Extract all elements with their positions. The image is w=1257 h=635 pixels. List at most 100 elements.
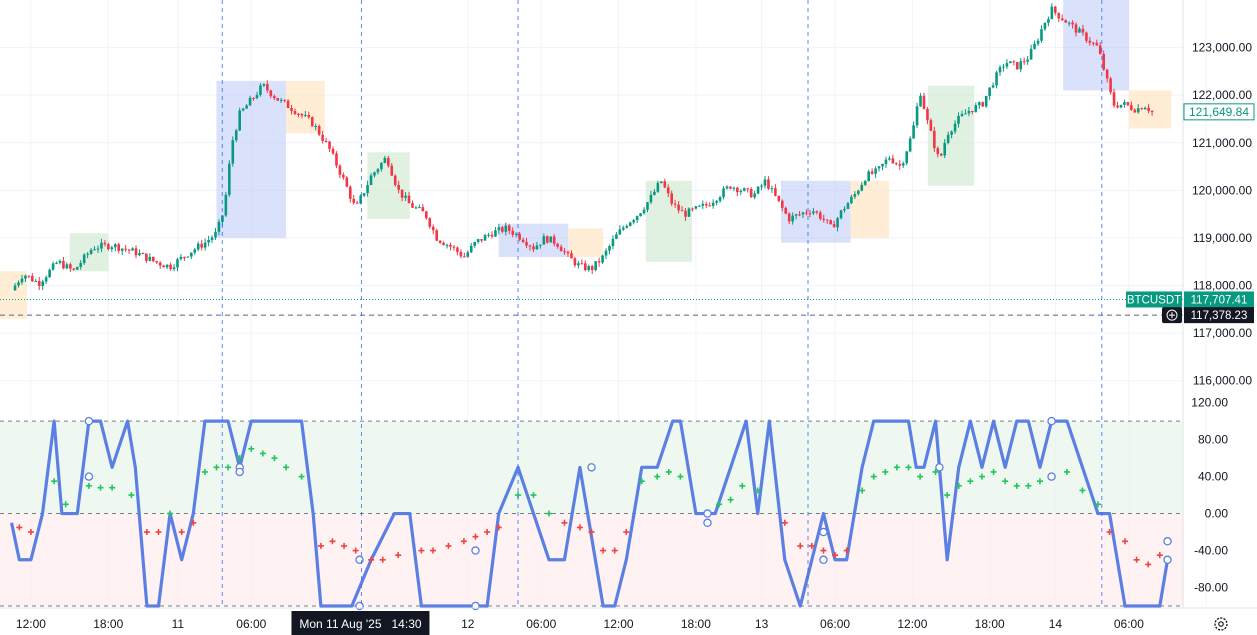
candle-body — [881, 163, 884, 167]
candle-body — [190, 252, 193, 257]
candle-body — [310, 117, 314, 127]
candle-body — [134, 248, 138, 256]
time-tick-label: 12:00 — [604, 617, 634, 631]
time-tick-label: 18:00 — [975, 617, 1005, 631]
candle-body — [718, 197, 722, 201]
candle-body — [411, 203, 414, 208]
candle-body — [701, 203, 705, 206]
candle-body — [373, 172, 376, 176]
plus-marker — [1002, 478, 1009, 485]
candle-body — [704, 203, 708, 206]
price-pane[interactable] — [0, 0, 1207, 606]
candle-body — [753, 193, 756, 198]
candle-body — [977, 102, 981, 106]
plus-marker — [109, 484, 116, 491]
candle-body — [1036, 40, 1040, 44]
candle-body — [387, 157, 390, 166]
candle-body — [590, 266, 594, 271]
candle-body — [241, 108, 245, 111]
add-alert-button[interactable] — [1162, 307, 1182, 324]
candle-body — [445, 244, 449, 246]
plus-marker — [754, 487, 761, 494]
plus-marker — [1025, 482, 1032, 489]
candle-body — [1150, 111, 1154, 113]
candle-body — [400, 189, 404, 198]
gear-icon[interactable] — [1214, 617, 1228, 631]
plus-marker — [588, 529, 595, 536]
plus-marker — [967, 478, 974, 485]
plus-marker — [1156, 552, 1163, 559]
candle-body — [1095, 42, 1099, 46]
candle-body — [601, 255, 604, 263]
plus-marker — [932, 468, 939, 475]
plus-marker — [418, 547, 425, 554]
candle-body — [438, 240, 442, 243]
plus-marker — [576, 524, 583, 531]
candle-body — [148, 256, 152, 261]
candle-body — [888, 158, 891, 160]
plus-marker — [1079, 487, 1086, 494]
candle-body — [20, 278, 24, 283]
candle-body — [1074, 24, 1078, 33]
candle-body — [1050, 6, 1054, 20]
candle-body — [1130, 105, 1133, 110]
candle-body — [559, 246, 563, 252]
candle-body — [1098, 45, 1102, 54]
plus-marker — [727, 496, 734, 503]
candle-body — [1047, 19, 1050, 23]
candle-body — [981, 102, 985, 107]
candle-body — [463, 256, 466, 258]
candle-body — [946, 134, 950, 143]
candle-body — [328, 141, 331, 149]
time-axis[interactable]: 12:00 18:00 11 06:00 12 06:00 12:00 18:00 13 06:0… — [0, 607, 1257, 635]
candle-body — [926, 108, 929, 121]
candle-body — [995, 72, 998, 86]
candle-body — [407, 195, 411, 204]
candle-body — [805, 212, 808, 214]
candle-body — [469, 245, 473, 253]
price-axis[interactable]: 116,000.00 117,000.00 118,000.00 119,000.00… — [1126, 41, 1255, 595]
candle-body — [165, 264, 169, 268]
candle-body — [69, 264, 72, 269]
candle-body — [901, 163, 905, 166]
candle-body — [857, 190, 860, 195]
candle-body — [708, 205, 712, 207]
candle-body — [677, 204, 680, 211]
plus-marker — [638, 478, 645, 485]
circle-marker — [1047, 416, 1056, 426]
plus-marker — [225, 464, 232, 471]
oscillator-pane[interactable] — [0, 416, 1183, 611]
candle-body — [127, 249, 131, 251]
plus-marker — [395, 552, 402, 559]
candle-body — [1136, 108, 1140, 113]
candle-body — [770, 188, 774, 190]
osc-tick-label: -80.00 — [1194, 581, 1228, 595]
plus-marker — [843, 547, 850, 554]
candle-body — [355, 202, 359, 204]
candle-body — [17, 282, 20, 286]
candle-body — [13, 285, 17, 291]
candle-body — [905, 151, 908, 164]
candle-body — [991, 85, 995, 88]
session-box — [216, 80, 287, 238]
candle-body — [846, 203, 850, 209]
plus-marker — [259, 450, 266, 457]
time-tick-label: 06:00 — [236, 617, 266, 631]
price-tick-label: 116,000.00 — [1193, 374, 1252, 388]
candle-body — [456, 247, 459, 252]
price-tick-label: 118,000.00 — [1193, 279, 1252, 293]
candle-body — [829, 220, 832, 225]
candle-body — [224, 194, 228, 216]
candle-body — [55, 263, 58, 265]
candle-body — [1078, 28, 1081, 33]
plus-marker — [1036, 478, 1043, 485]
crosshair-time-label: Mon 11 Aug '25 14:30 — [299, 617, 421, 631]
plus-marker — [271, 455, 278, 462]
candle-body — [725, 186, 729, 189]
candle-body — [262, 84, 266, 86]
candle-body — [673, 203, 677, 205]
candle-body — [390, 165, 394, 176]
candle-body — [120, 248, 124, 251]
price-tick-label: 120,000.00 — [1192, 183, 1252, 197]
